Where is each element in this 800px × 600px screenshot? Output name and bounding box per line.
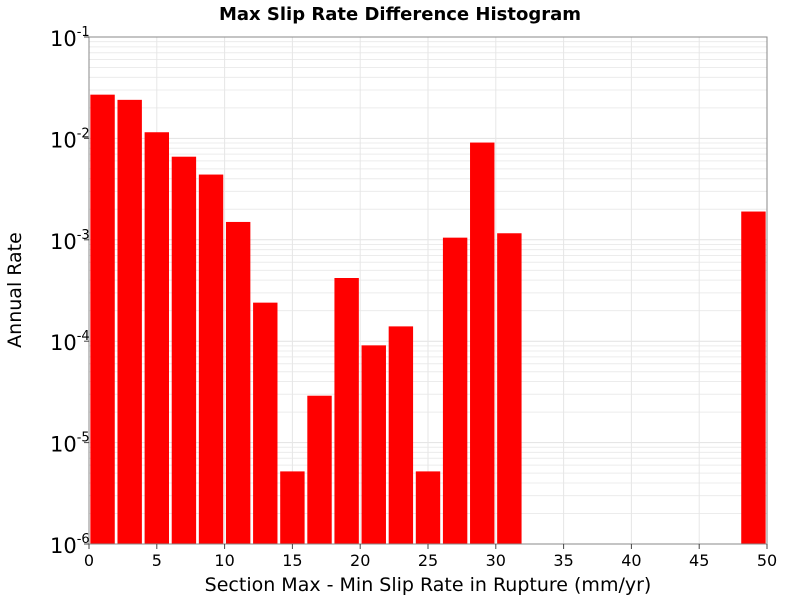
bar bbox=[117, 99, 142, 544]
x-tick-label: 15 bbox=[282, 551, 302, 570]
bar bbox=[307, 395, 332, 544]
bar bbox=[253, 302, 278, 544]
y-tick-exponent: -3 bbox=[77, 228, 90, 243]
x-tick-label: 45 bbox=[689, 551, 709, 570]
x-tick-label: 50 bbox=[757, 551, 777, 570]
x-tick-label: 30 bbox=[486, 551, 506, 570]
bar bbox=[442, 237, 468, 544]
bar bbox=[144, 132, 170, 544]
bar bbox=[741, 211, 766, 545]
x-tick-label: 40 bbox=[621, 551, 641, 570]
bar bbox=[388, 326, 414, 544]
x-tick-label: 5 bbox=[152, 551, 162, 570]
bar bbox=[171, 156, 197, 544]
x-ticks: 0 5 10 15 20 25 30 35 40 45 50 bbox=[84, 544, 777, 570]
y-tick-exponent: -1 bbox=[77, 25, 90, 40]
bar bbox=[497, 233, 522, 544]
x-tick-label: 25 bbox=[418, 551, 438, 570]
x-tick-label: 0 bbox=[84, 551, 94, 570]
bar bbox=[415, 471, 441, 544]
y-tick-label: 10-5 bbox=[50, 431, 90, 457]
x-tick-label: 20 bbox=[350, 551, 370, 570]
bar bbox=[225, 221, 251, 545]
y-ticks: 10-610-510-410-310-210-1 bbox=[50, 25, 90, 558]
y-tick-exponent: -2 bbox=[77, 126, 90, 141]
bar bbox=[198, 174, 224, 544]
bar bbox=[280, 471, 305, 544]
bar bbox=[470, 142, 495, 544]
chart-title: Max Slip Rate Difference Histogram bbox=[219, 4, 581, 25]
y-tick-exponent: -4 bbox=[77, 329, 90, 344]
bar bbox=[361, 345, 386, 544]
y-tick-exponent: -6 bbox=[77, 532, 90, 547]
y-axis-label: Annual Rate bbox=[4, 232, 26, 348]
bars bbox=[90, 94, 766, 545]
bar bbox=[334, 278, 359, 544]
x-axis-label: Section Max - Min Slip Rate in Rupture (… bbox=[205, 574, 652, 596]
x-tick-label: 10 bbox=[214, 551, 234, 570]
bar bbox=[90, 94, 115, 544]
y-tick-exponent: -5 bbox=[77, 431, 90, 446]
x-tick-label: 35 bbox=[553, 551, 573, 570]
